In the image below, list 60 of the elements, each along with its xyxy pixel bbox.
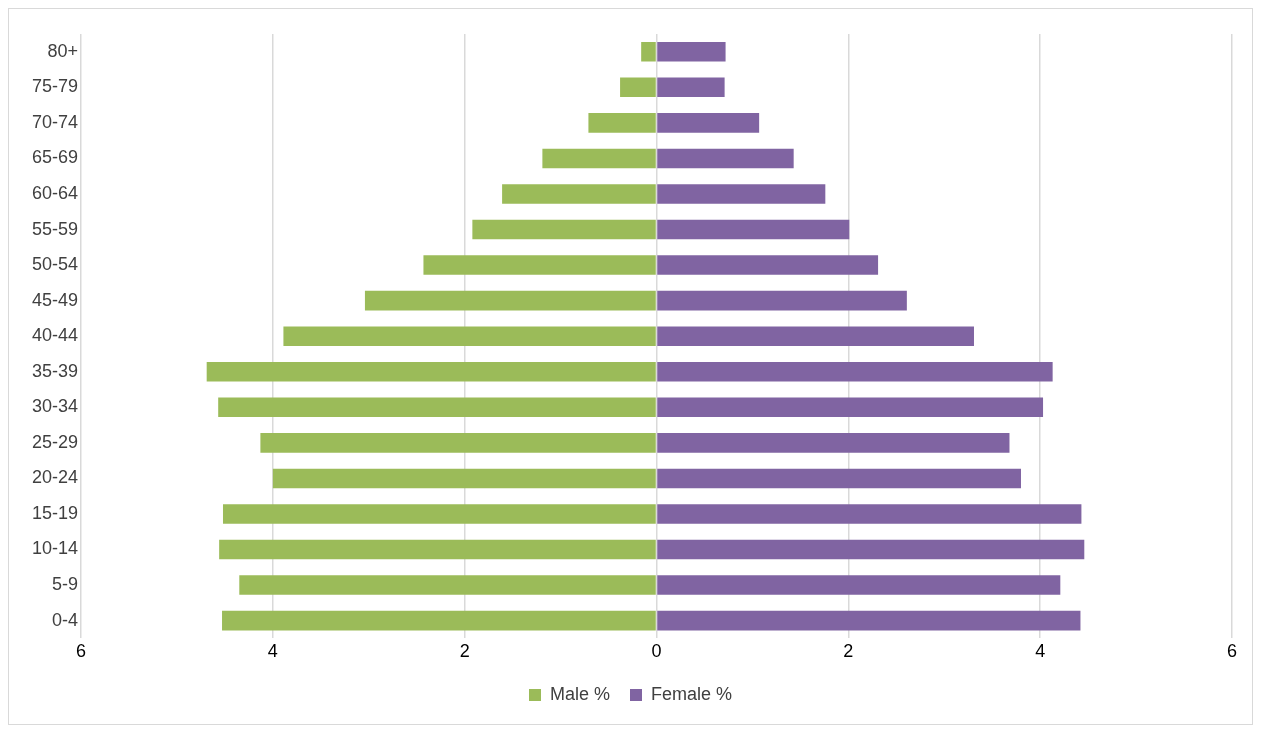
bar [219, 539, 656, 560]
x-tick-label: 4 [267, 641, 278, 662]
y-tick-label: 5-9 [52, 574, 79, 595]
bar [657, 184, 826, 204]
x-tick-label: 6 [1226, 641, 1238, 662]
x-tick-label: 6 [76, 641, 87, 662]
y-tick-label: 0-4 [52, 609, 79, 630]
bar [222, 504, 656, 524]
legend-label: Male % [549, 683, 611, 704]
bar [657, 361, 1053, 382]
y-tick-label: 15-19 [31, 502, 79, 523]
y-tick-label: 45-49 [31, 289, 79, 310]
y-tick-label: 65-69 [31, 147, 79, 168]
bar [641, 42, 656, 62]
bar [260, 433, 656, 453]
y-tick-label: 35-39 [31, 360, 79, 381]
bar [502, 184, 656, 204]
bar [283, 326, 656, 346]
bar [657, 575, 1061, 595]
x-tick-label: 0 [651, 641, 662, 662]
y-tick-label: 10-14 [31, 538, 79, 559]
bar [657, 77, 725, 98]
y-tick-label: 40-44 [31, 325, 79, 346]
bar [657, 42, 726, 62]
y-tick-label: 30-34 [31, 396, 79, 417]
legend-label: Female % [651, 683, 733, 704]
bar [542, 148, 656, 169]
bar [364, 290, 656, 311]
bar [657, 504, 1082, 524]
bar [588, 113, 656, 133]
bar [657, 219, 850, 240]
x-tick-label: 2 [843, 641, 854, 662]
bar [657, 113, 760, 133]
bar [239, 575, 656, 595]
bar [657, 468, 1021, 489]
bar [657, 255, 879, 275]
y-tick-label: 25-29 [31, 431, 79, 452]
bar [657, 326, 974, 346]
bar [657, 397, 1044, 418]
bar [222, 610, 656, 631]
y-tick-label: 20-24 [31, 467, 79, 488]
bar [206, 361, 656, 382]
bar [423, 255, 656, 275]
bar [272, 468, 656, 489]
bar [657, 539, 1085, 560]
bar [657, 433, 1010, 453]
y-tick-label: 55-59 [31, 218, 79, 239]
y-tick-label: 60-64 [31, 182, 79, 203]
bar [657, 290, 907, 311]
y-tick-label: 70-74 [31, 111, 79, 132]
x-tick-label: 4 [1035, 641, 1046, 662]
bar [218, 397, 656, 418]
bar [657, 148, 794, 169]
y-tick-label: 80+ [47, 40, 79, 61]
bar [472, 219, 656, 240]
x-tick-label: 2 [459, 641, 470, 662]
bar [657, 610, 1081, 631]
y-tick-label: 75-79 [31, 76, 79, 97]
bar [620, 77, 656, 98]
y-tick-label: 50-54 [31, 254, 79, 275]
